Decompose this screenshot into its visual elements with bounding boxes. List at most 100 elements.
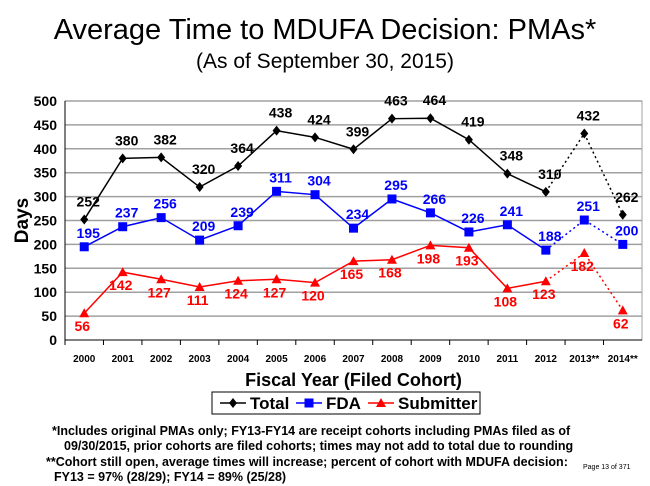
data-point-marker: [118, 222, 128, 232]
data-label: 193: [455, 253, 479, 269]
data-label: 262: [615, 189, 639, 205]
data-point-marker: [233, 275, 244, 285]
y-tick-label: 150: [34, 260, 58, 276]
data-label: 165: [340, 266, 364, 282]
data-point-marker: [502, 283, 513, 293]
legend-marker: [376, 398, 386, 407]
data-label: 311: [269, 169, 292, 185]
page-number: Page 13 of 371: [583, 464, 631, 471]
data-point-marker: [426, 113, 435, 124]
data-label: 419: [461, 114, 485, 130]
y-tick-label: 100: [34, 284, 58, 300]
data-label: 304: [307, 173, 331, 189]
data-point-marker: [463, 242, 474, 252]
footnote-4: FY13 = 97% (28/29); FY14 = 89% (25/28): [54, 470, 287, 484]
data-label: 380: [115, 132, 139, 148]
y-tick-label: 0: [49, 332, 57, 348]
data-point-marker: [541, 186, 550, 197]
data-point-marker: [118, 153, 127, 164]
data-point-marker: [157, 152, 166, 163]
data-point-marker: [579, 215, 589, 225]
data-label: 237: [115, 205, 139, 221]
data-point-marker: [425, 240, 436, 250]
data-label: 241: [500, 203, 524, 219]
data-point-marker: [79, 242, 89, 252]
data-label: 320: [192, 161, 216, 177]
data-point-marker: [618, 239, 628, 249]
data-point-marker: [502, 220, 512, 230]
data-point-marker: [541, 245, 551, 255]
data-point-marker: [618, 209, 627, 220]
data-point-marker: [195, 235, 205, 245]
data-label: 464: [423, 92, 447, 108]
footnote-1: *Includes original PMAs only; FY13-FY14 …: [52, 424, 571, 438]
data-point-marker: [234, 161, 243, 172]
legend-label: Total: [250, 394, 289, 413]
data-point-marker: [117, 267, 128, 277]
data-label: 252: [77, 194, 101, 210]
x-tick-label: 2005: [265, 354, 288, 365]
x-tick-label: 2014**: [608, 354, 638, 365]
data-label: 348: [500, 148, 524, 164]
data-point-marker: [464, 134, 473, 145]
data-point-marker: [386, 254, 397, 264]
data-label: 62: [613, 315, 629, 331]
x-tick-label: 2003: [189, 354, 212, 365]
data-label: 251: [577, 198, 601, 214]
data-point-marker: [79, 308, 90, 318]
data-label: 226: [461, 210, 485, 226]
y-tick-label: 500: [34, 93, 58, 109]
x-tick-label: 2006: [304, 354, 327, 365]
footnote-3: **Cohort still open, average times will …: [46, 455, 568, 469]
data-label: 424: [307, 111, 331, 127]
data-point-marker: [425, 208, 435, 218]
data-point-marker: [80, 214, 89, 225]
data-point-marker: [271, 274, 282, 284]
y-tick-label: 350: [34, 165, 58, 181]
data-point-marker: [617, 305, 628, 315]
chart-subtitle: (As of September 30, 2015): [196, 50, 454, 73]
data-point-marker: [156, 274, 167, 284]
data-label: 399: [346, 123, 370, 139]
y-tick-label: 400: [34, 141, 58, 157]
data-label: 438: [269, 105, 293, 121]
data-label: 142: [109, 277, 133, 293]
data-point-marker: [311, 132, 320, 143]
data-label: 108: [494, 293, 518, 309]
data-label: 310: [538, 166, 562, 182]
data-point-marker: [349, 223, 358, 233]
data-point-marker: [310, 190, 320, 200]
data-label: 239: [230, 204, 254, 220]
x-tick-label: 2010: [458, 354, 481, 365]
legend-box: [211, 391, 481, 415]
y-tick-label: 50: [41, 308, 57, 324]
data-label: 127: [263, 284, 287, 300]
y-tick-label: 300: [34, 189, 58, 205]
x-tick-label: 2008: [381, 354, 404, 365]
data-point-marker: [348, 256, 359, 266]
y-tick-label: 450: [34, 117, 58, 133]
legend-label: Submitter: [398, 394, 478, 413]
data-point-marker: [464, 227, 474, 237]
series-line-dashed-submitter: [545, 251, 624, 311]
legend-marker: [229, 398, 237, 408]
x-tick-label: 2001: [112, 354, 135, 365]
data-label: 111: [187, 292, 209, 308]
data-point-marker: [272, 186, 282, 196]
data-label: 200: [615, 222, 639, 238]
data-point-marker: [310, 277, 321, 287]
data-label: 364: [230, 140, 254, 156]
data-label: 198: [417, 250, 441, 266]
data-point-marker: [233, 221, 243, 231]
data-point-marker: [156, 213, 166, 223]
y-axis-label: Days: [12, 198, 33, 243]
data-label: 56: [74, 318, 90, 334]
data-point-marker: [194, 281, 205, 291]
data-point-marker: [195, 182, 204, 193]
data-label: 295: [384, 177, 408, 193]
x-tick-label: 2007: [342, 354, 365, 365]
data-label: 188: [538, 228, 562, 244]
x-tick-label: 2009: [419, 354, 442, 365]
data-label: 120: [301, 288, 325, 304]
